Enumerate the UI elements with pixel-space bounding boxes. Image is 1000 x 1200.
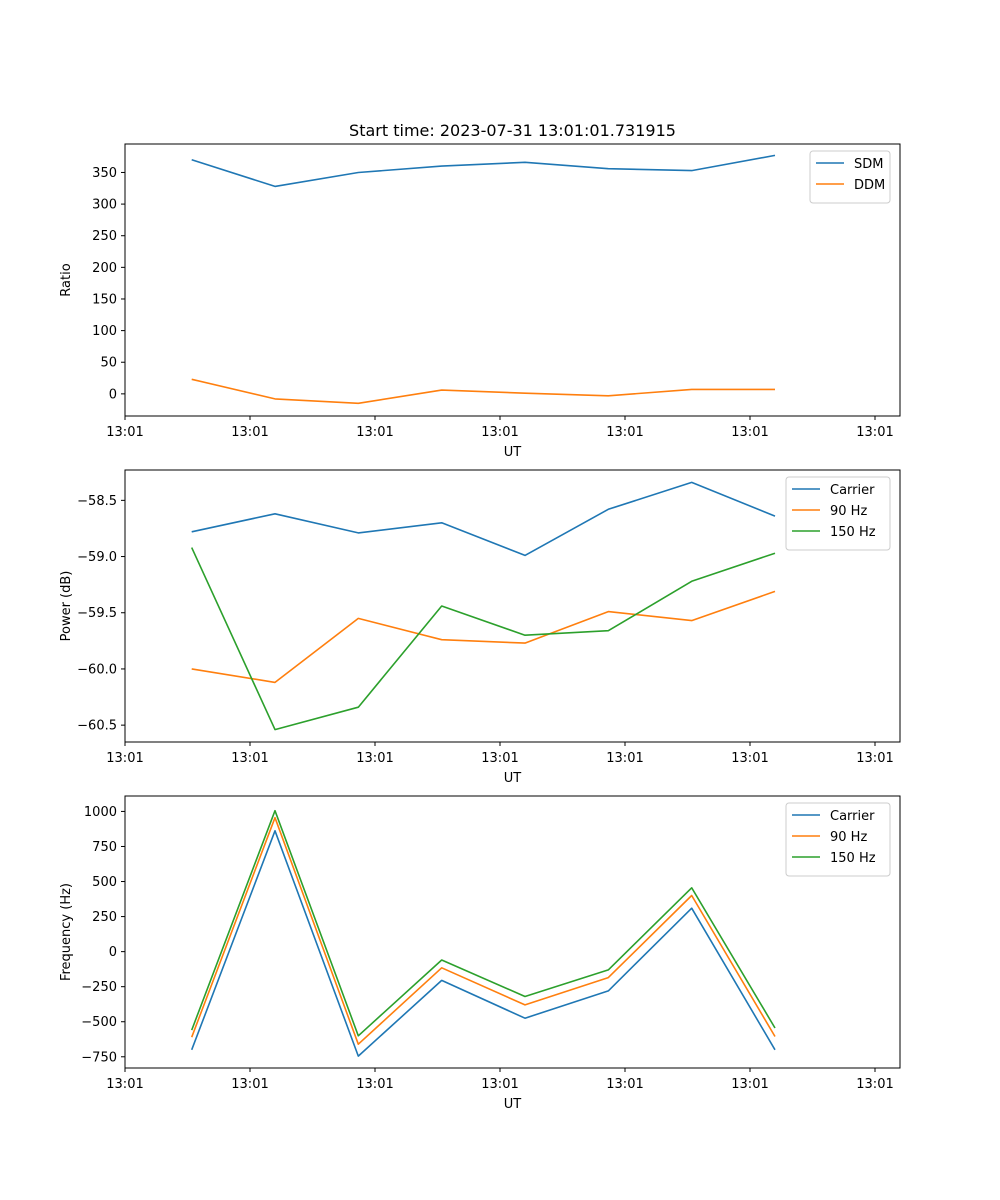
power-x-tick-label: 13:01 [606, 751, 643, 766]
power-legend-carrier-label: Carrier [830, 483, 875, 498]
ratio-y-tick-label: 250 [92, 229, 117, 244]
frequency-y-tick-label: −250 [81, 980, 117, 995]
ratio-y-axis-label: Ratio [59, 263, 74, 296]
frequency-y-tick-label: 750 [92, 840, 117, 855]
power-legend-90-hz-label: 90 Hz [830, 504, 867, 519]
frequency-x-tick-label: 13:01 [481, 1077, 518, 1092]
frequency-y-tick-label: 0 [109, 945, 117, 960]
ratio-x-tick-label: 13:01 [731, 425, 768, 440]
ratio-panel: 13:01 13:01 13:01 13:01 13:01 13:01 13:01 0 50 10… [59, 121, 901, 460]
ratio-y-tick-label: 350 [92, 166, 117, 181]
frequency-series-carrier-line [190, 829, 776, 1057]
power-y-tick-label: −59.5 [77, 606, 117, 621]
frequency-legend-carrier-label: Carrier [830, 809, 875, 824]
frequency-x-tick-label: 13:01 [356, 1077, 393, 1092]
ratio-series-ddm-line [191, 378, 775, 405]
frequency-axes-frame [124, 795, 901, 1069]
power-x-tick-label: 13:01 [356, 751, 393, 766]
power-y-axis-label: Power (dB) [59, 571, 74, 642]
power-x-axis-label: UT [504, 771, 522, 786]
ratio-x-tick-label: 13:01 [356, 425, 393, 440]
power-x-tick-label: 13:01 [231, 751, 268, 766]
ratio-y-tick-label: 50 [100, 356, 117, 371]
power-axes-frame [124, 469, 901, 743]
ratio-y-tick-label: 200 [92, 261, 117, 276]
chart-title: Start time: 2023-07-31 13:01:01.731915 [349, 121, 676, 140]
frequency-legend-150-hz-label: 150 Hz [830, 851, 876, 866]
frequency-y-tick-label: 1000 [84, 805, 117, 820]
ratio-y-tick-label: 300 [92, 198, 117, 213]
power-series-carrier-line [191, 481, 776, 557]
ratio-x-axis-label: UT [504, 445, 522, 460]
power-y-tick-label: −60.0 [77, 662, 117, 677]
frequency-x-tick-label: 13:01 [731, 1077, 768, 1092]
power-x-tick-label: 13:01 [106, 751, 143, 766]
power-y-tick-label: −58.5 [77, 494, 117, 509]
power-series-150-hz-line [190, 547, 776, 731]
ratio-y-tick-label: 100 [92, 324, 117, 339]
frequency-series-90-hz-line [190, 816, 776, 1045]
frequency-x-tick-label: 13:01 [231, 1077, 268, 1092]
frequency-y-tick-label: 500 [92, 875, 117, 890]
ratio-x-tick-label: 13:01 [856, 425, 893, 440]
frequency-y-tick-label: −500 [81, 1015, 117, 1030]
frequency-x-tick-label: 13:01 [106, 1077, 143, 1092]
frequency-x-tick-label: 13:01 [856, 1077, 893, 1092]
ratio-x-tick-label: 13:01 [231, 425, 268, 440]
ratio-legend-ddm-label: DDM [854, 178, 885, 193]
power-y-tick-label: −59.0 [77, 550, 117, 565]
ratio-y-tick-label: 0 [109, 387, 117, 402]
power-y-tick-label: −60.5 [77, 719, 117, 734]
power-legend-150-hz-label: 150 Hz [830, 525, 876, 540]
ratio-y-tick-label: 150 [92, 292, 117, 307]
ratio-legend [809, 150, 891, 204]
power-panel: 13:01 13:01 13:01 13:01 13:01 13:01 13:01 −58.5… [59, 469, 901, 786]
ratio-series-sdm-line [191, 154, 776, 188]
frequency-series-150-hz-line [190, 809, 776, 1037]
frequency-y-axis-label: Frequency (Hz) [59, 883, 74, 981]
frequency-legend-90-hz-label: 90 Hz [830, 830, 867, 845]
ratio-axes-frame [124, 143, 901, 417]
ratio-x-tick-label: 13:01 [481, 425, 518, 440]
frequency-y-tick-label: −750 [81, 1050, 117, 1065]
ratio-x-tick-label: 13:01 [606, 425, 643, 440]
power-x-tick-label: 13:01 [856, 751, 893, 766]
frequency-x-tick-label: 13:01 [606, 1077, 643, 1092]
frequency-x-axis-label: UT [504, 1097, 522, 1112]
frequency-panel: 13:01 13:01 13:01 13:01 13:01 13:01 13:01 1000 7… [59, 795, 901, 1112]
power-x-tick-label: 13:01 [481, 751, 518, 766]
ratio-x-tick-label: 13:01 [106, 425, 143, 440]
power-series-90-hz-line [191, 590, 776, 684]
ratio-legend-sdm-label: SDM [854, 157, 883, 172]
power-x-tick-label: 13:01 [731, 751, 768, 766]
frequency-y-tick-label: 250 [92, 910, 117, 925]
